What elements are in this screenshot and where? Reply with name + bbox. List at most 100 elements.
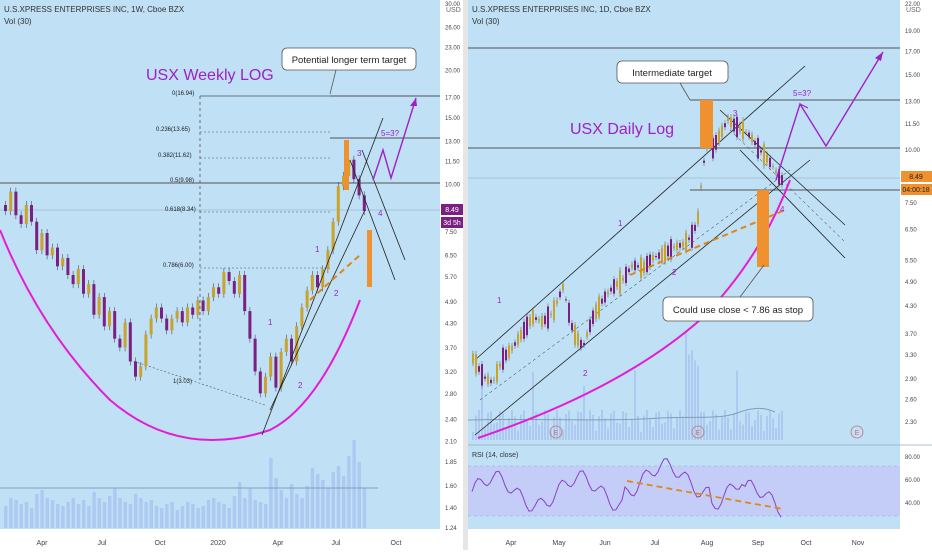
left-volume-bar — [316, 474, 320, 528]
left-candle — [45, 232, 49, 256]
right-volume-bar — [733, 413, 735, 440]
right-volume-bar — [667, 410, 669, 440]
right-volume-bar — [556, 410, 558, 440]
left-volume-bar — [92, 492, 96, 528]
earnings-marker-1[interactable] — [549, 425, 563, 439]
left-price-tick: 5.70 — [445, 275, 457, 281]
left-candle — [191, 307, 195, 315]
right-callout-bottom-text: Could use close < 7.86 as stop — [673, 305, 803, 316]
right-candle — [637, 265, 639, 268]
right-wave-4: 4 — [780, 205, 785, 214]
left-candle — [19, 215, 23, 224]
left-candle — [24, 205, 28, 224]
right-volume-bar — [658, 411, 660, 440]
right-candle — [634, 260, 636, 271]
left-candle — [274, 356, 278, 388]
right-time-tick: Aug — [701, 540, 714, 547]
right-volume-bar — [502, 413, 504, 440]
right-candle — [643, 261, 645, 273]
right-wave-2a: 2 — [583, 369, 588, 378]
left-volume-bar — [61, 506, 65, 528]
left-volume-bar — [154, 506, 159, 528]
right-volume-bar — [652, 426, 654, 440]
right-volume-bar — [562, 429, 564, 440]
right-volume-bar — [685, 330, 687, 440]
left-volume-bar — [76, 504, 81, 528]
right-volume-bar — [721, 417, 723, 440]
right-volume-bar — [610, 413, 612, 440]
right-volume-bar — [637, 415, 639, 440]
right-candle — [577, 333, 579, 346]
right-candle — [520, 329, 522, 340]
right-volume-bar — [772, 418, 774, 440]
rsi-orange-trendline — [626, 480, 784, 510]
right-candle — [529, 317, 531, 326]
right-candle — [493, 379, 495, 381]
left-price-tick: 2.10 — [445, 439, 457, 445]
rsi-label: RSI (14, close) — [472, 452, 518, 459]
left-volume-bar — [102, 502, 107, 528]
left-volume-bar — [71, 498, 75, 528]
earnings-marker-2[interactable] — [691, 425, 705, 439]
right-volume-bar — [634, 370, 636, 440]
left-candle — [342, 175, 345, 187]
left-volume-bar — [300, 498, 304, 528]
left-volume-bar — [310, 468, 315, 528]
right-volume-bar — [499, 410, 501, 440]
left-volume-bar — [347, 456, 351, 528]
right-volume-bar — [739, 421, 741, 440]
right-volume-bar — [736, 370, 738, 440]
right-candle — [601, 298, 603, 304]
panel-divider[interactable] — [463, 0, 468, 550]
left-chart-header: U.S.XPRESS ENTERPRISES INC, 1W, Cboe BZX — [4, 5, 185, 14]
right-candle — [670, 239, 672, 260]
left-candle — [144, 334, 148, 367]
earnings-marker-3[interactable] — [850, 425, 864, 439]
left-volume-bar — [232, 496, 237, 528]
right-volume-bar — [661, 423, 663, 440]
right-volume-bar — [649, 419, 651, 440]
left-panel: U.S.XPRESS ENTERPRISES INC, 1W, Cboe BZX… — [0, 0, 463, 550]
left-candle — [50, 247, 54, 256]
left-candles — [4, 155, 366, 398]
right-price-tick: 13.00 — [905, 99, 921, 105]
left-volume-bar — [14, 500, 18, 528]
right-volume-bar — [676, 418, 678, 440]
left-volume-bar — [40, 490, 44, 528]
right-down-channel-lower — [739, 149, 846, 259]
right-candle — [664, 244, 666, 262]
right-volume-bar — [625, 412, 627, 440]
right-volume-bar — [781, 410, 783, 440]
left-volume-bar — [30, 508, 34, 528]
left-candle — [154, 307, 158, 319]
left-volume-bar — [108, 496, 112, 528]
right-candle — [715, 135, 717, 150]
left-price-tick: 13.00 — [445, 140, 461, 146]
left-candle — [118, 338, 122, 348]
left-volume-bar — [123, 502, 127, 528]
right-volume-bar — [613, 410, 615, 440]
right-candle — [517, 333, 519, 345]
right-time-tick: May — [552, 540, 566, 547]
right-candle — [565, 299, 567, 301]
right-candle — [508, 345, 510, 358]
right-volume-bar — [712, 410, 714, 440]
left-candle — [35, 221, 39, 251]
right-callout-top: Intermediate target — [616, 60, 729, 101]
left-callout-pointer — [329, 69, 337, 95]
right-volume-bar — [631, 419, 633, 440]
left-volume-bar — [201, 506, 205, 528]
right-volume-bar — [673, 428, 675, 440]
right-candle — [673, 246, 675, 249]
left-candle — [165, 318, 169, 331]
left-candle — [279, 351, 283, 388]
right-volume-bar — [595, 430, 597, 440]
right-candle — [688, 237, 690, 240]
right-title: USX Daily Log — [570, 121, 674, 138]
right-volume-bar — [538, 424, 540, 440]
left-candle — [186, 307, 189, 323]
right-volume-bar — [604, 418, 606, 440]
left-candle — [102, 297, 106, 327]
right-candle — [511, 345, 513, 351]
